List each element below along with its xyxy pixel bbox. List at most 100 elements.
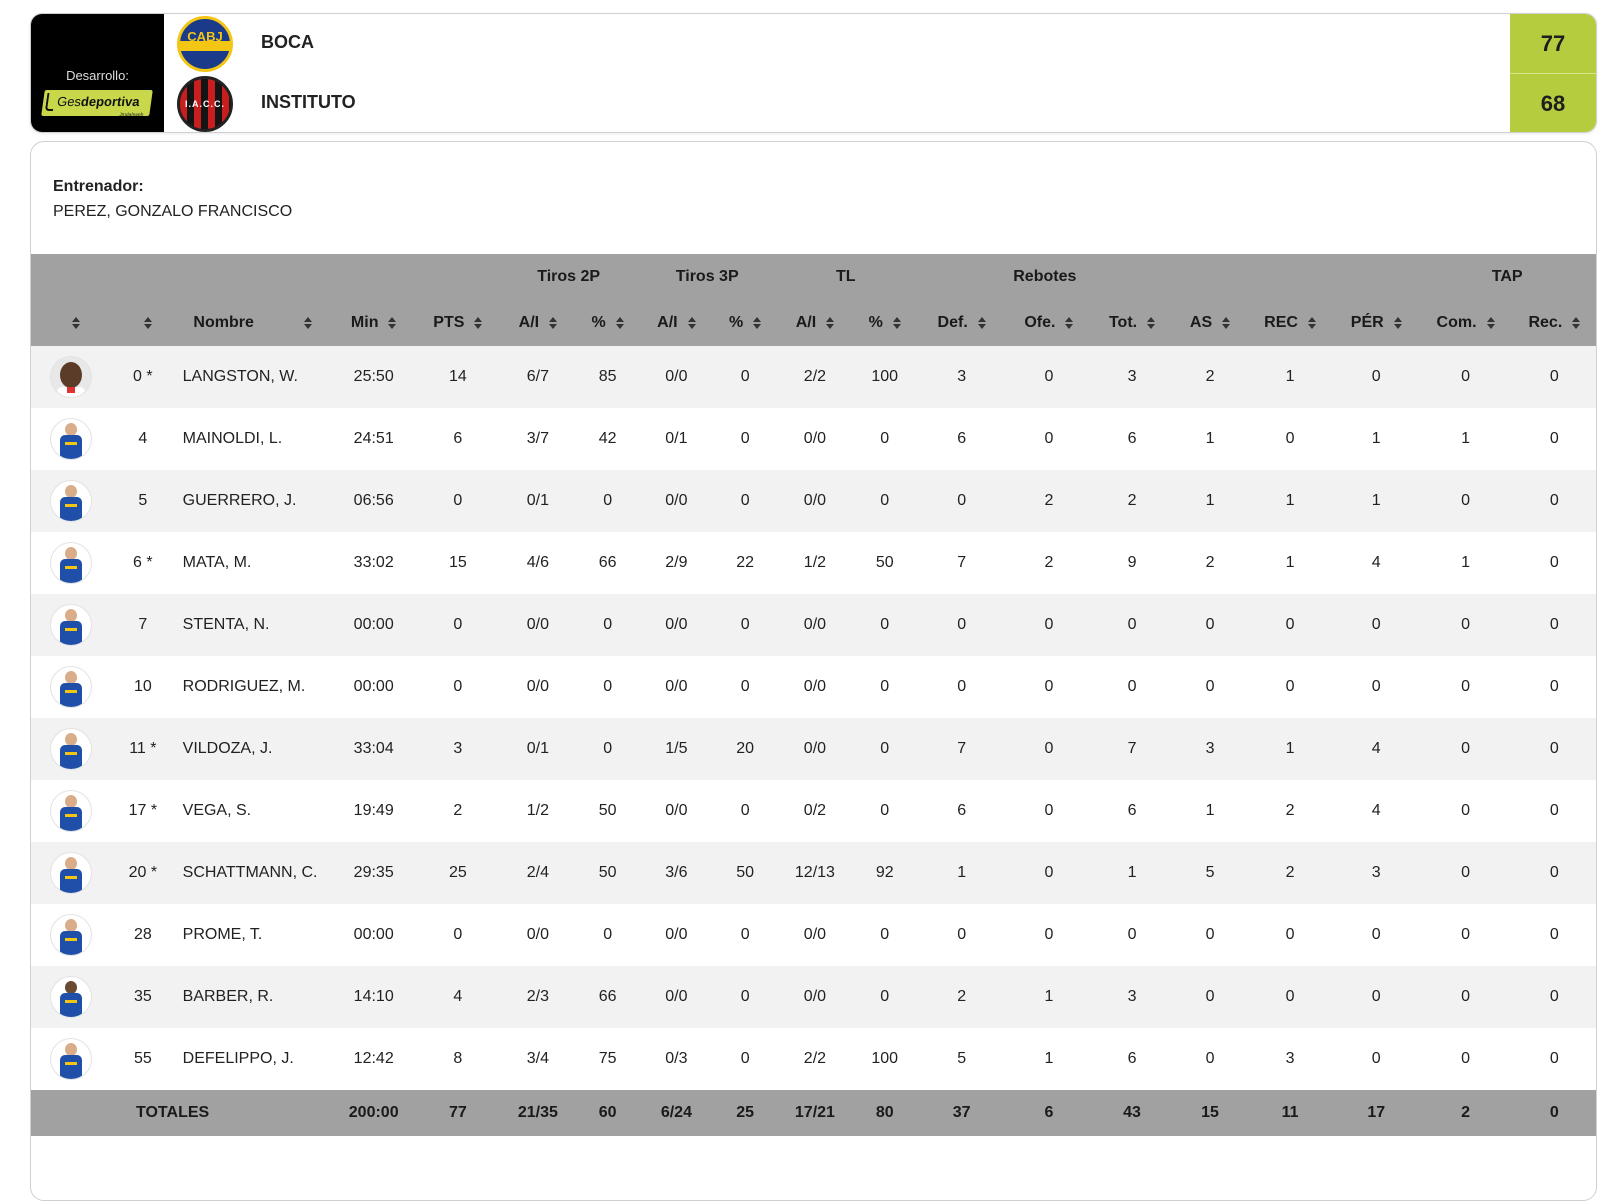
header-as[interactable]: AS: [1174, 300, 1246, 346]
player-tap-rec: 0: [1549, 988, 1559, 1005]
player-t3: 0/3: [665, 1050, 688, 1067]
header-min[interactable]: Min: [331, 300, 417, 346]
table-row[interactable]: 6 * MATA, M. 33:02 15 4/6 66 2/9 22 1/2 50 7 2 9 2 1 4 1…: [31, 532, 1596, 594]
avatar[interactable]: [50, 1038, 93, 1080]
table-row[interactable]: 4 MAINOLDI, L. 24:51 6 3/7 42 0/1 0 0/0 0 6 0 6 1 0 1 1 0: [31, 408, 1596, 470]
header-ofe[interactable]: Ofe.: [1008, 300, 1090, 346]
player-name[interactable]: VEGA, S.: [182, 802, 252, 819]
player-as: 2: [1205, 554, 1215, 571]
player-min: 29:35: [353, 864, 394, 881]
header-t3-pct[interactable]: %: [714, 300, 776, 346]
header-t2-pct[interactable]: %: [577, 300, 639, 346]
player-tap-rec: 0: [1549, 926, 1559, 943]
header-rec[interactable]: REC: [1246, 300, 1334, 346]
player-t2: 4/6: [526, 554, 549, 571]
header-number[interactable]: [111, 300, 175, 346]
player-t2-pct: 75: [598, 1050, 617, 1067]
header-nombre[interactable]: Nombre: [175, 300, 331, 346]
table-row[interactable]: 20 * SCHATTMANN, C. 29:35 25 2/4 50 3/6 50 12/13…: [31, 842, 1596, 904]
instituto-crest-icon: I.A.C.C.: [177, 76, 233, 132]
header-tl-ai[interactable]: A/I: [776, 300, 854, 346]
avatar[interactable]: [50, 914, 93, 956]
player-tot: 6: [1127, 802, 1137, 819]
player-ofe: 0: [1044, 678, 1054, 695]
player-per: 0: [1371, 368, 1381, 385]
sort-icon: [753, 316, 762, 330]
player-per: 1: [1371, 430, 1381, 447]
table-row[interactable]: 7 STENTA, N. 00:00 0 0/0 0 0/0 0 0/0 0 0 0 0 0 0 0 0 0: [31, 594, 1596, 656]
avatar[interactable]: [50, 666, 93, 708]
player-per: 4: [1371, 740, 1381, 757]
player-com: 0: [1461, 802, 1470, 819]
player-tap-rec: 0: [1549, 678, 1559, 695]
header-tot[interactable]: Tot.: [1090, 300, 1174, 346]
player-name[interactable]: VILDOZA, J.: [182, 740, 273, 757]
player-tot: 3: [1127, 368, 1137, 385]
player-name[interactable]: STENTA, N.: [182, 616, 270, 633]
player-name[interactable]: BARBER, R.: [182, 988, 274, 1005]
totals-def: 37: [952, 1104, 971, 1121]
avatar[interactable]: [50, 976, 93, 1018]
avatar[interactable]: [50, 790, 93, 832]
player-per: 0: [1371, 926, 1381, 943]
header-photo[interactable]: [31, 300, 111, 346]
avatar[interactable]: [50, 356, 93, 398]
header-tap-rec[interactable]: Rec.: [1513, 300, 1596, 346]
totals-com: 2: [1461, 1104, 1470, 1121]
sort-icon: [388, 316, 397, 330]
player-com: 0: [1461, 678, 1470, 695]
player-name[interactable]: PROME, T.: [182, 926, 263, 943]
avatar[interactable]: [50, 418, 93, 460]
player-per: 0: [1371, 678, 1381, 695]
header-def[interactable]: Def.: [916, 300, 1008, 346]
avatar[interactable]: [50, 604, 93, 646]
player-tl-pct: 0: [880, 492, 890, 509]
table-row[interactable]: 35 BARBER, R. 14:10 4 2/3 66 0/0 0 0/0 0 2 1 3 0 0 0 0 0: [31, 966, 1596, 1028]
player-tot: 9: [1127, 554, 1137, 571]
player-pts: 8: [453, 1050, 463, 1067]
player-name[interactable]: SCHATTMANN, C.: [182, 864, 318, 881]
player-com: 0: [1461, 988, 1470, 1005]
header-per[interactable]: PÉR: [1334, 300, 1418, 346]
header-tl-pct[interactable]: %: [854, 300, 916, 346]
player-def: 0: [957, 926, 967, 943]
player-tot: 6: [1127, 1050, 1137, 1067]
player-name[interactable]: RODRIGUEZ, M.: [182, 678, 306, 695]
player-tot: 3: [1127, 988, 1137, 1005]
table-row[interactable]: 17 * VEGA, S. 19:49 2 1/2 50 0/0 0 0/2 0 6 0 6 1 2 4 0 0: [31, 780, 1596, 842]
table-row[interactable]: 10 RODRIGUEZ, M. 00:00 0 0/0 0 0/0 0 0/0 0 0 0 0 0 0 0 0…: [31, 656, 1596, 718]
gesdeportiva-logo[interactable]: Gesdeportiva Jmdahweb: [41, 90, 153, 118]
header-pts[interactable]: PTS: [417, 300, 499, 346]
player-name[interactable]: MAINOLDI, L.: [182, 430, 283, 447]
player-as: 3: [1205, 740, 1215, 757]
player-name[interactable]: DEFELIPPO, J.: [182, 1050, 294, 1067]
player-tap-rec: 0: [1549, 492, 1559, 509]
header-t3-ai[interactable]: A/I: [638, 300, 714, 346]
player-name[interactable]: LANGSTON, W.: [182, 368, 298, 385]
sort-icon: [1147, 316, 1156, 330]
avatar[interactable]: [50, 542, 93, 584]
player-t3: 3/6: [665, 864, 688, 881]
totals-min: 200:00: [348, 1104, 399, 1121]
player-per: 4: [1371, 802, 1381, 819]
totals-tap-rec: 0: [1549, 1104, 1559, 1121]
player-per: 3: [1371, 864, 1381, 881]
header-com[interactable]: Com.: [1418, 300, 1512, 346]
player-def: 0: [957, 616, 967, 633]
table-row[interactable]: 28 PROME, T. 00:00 0 0/0 0 0/0 0 0/0 0 0 0 0 0 0 0 0 0: [31, 904, 1596, 966]
table-row[interactable]: 55 DEFELIPPO, J. 12:42 8 3/4 75 0/3 0 2/2 100 5 1 6 0…: [31, 1028, 1596, 1090]
header-t2-ai[interactable]: A/I: [499, 300, 577, 346]
coach-name: PEREZ, GONZALO FRANCISCO: [53, 203, 293, 220]
table-row[interactable]: 11 * VILDOZA, J. 33:04 3 0/1 0 1/5 20 0/0 0 7 0 7 3 1 4…: [31, 718, 1596, 780]
player-t3-pct: 50: [736, 864, 755, 881]
avatar[interactable]: [50, 852, 93, 894]
player-min: 12:42: [353, 1050, 394, 1067]
avatar[interactable]: [50, 480, 93, 522]
table-row[interactable]: 5 GUERRERO, J. 06:56 0 0/1 0 0/0 0 0/0 0 0 2 2 1 1 1 0 0: [31, 470, 1596, 532]
table-row[interactable]: 0 * LANGSTON, W. 25:50 14 6/7 85 0/0 0 2/2 100 3 0 3…: [31, 346, 1596, 408]
player-name[interactable]: GUERRERO, J.: [182, 492, 297, 509]
player-name[interactable]: MATA, M.: [182, 554, 252, 571]
player-rec: 0: [1285, 678, 1295, 695]
player-t3: 0/0: [665, 926, 688, 943]
avatar[interactable]: [50, 728, 93, 770]
